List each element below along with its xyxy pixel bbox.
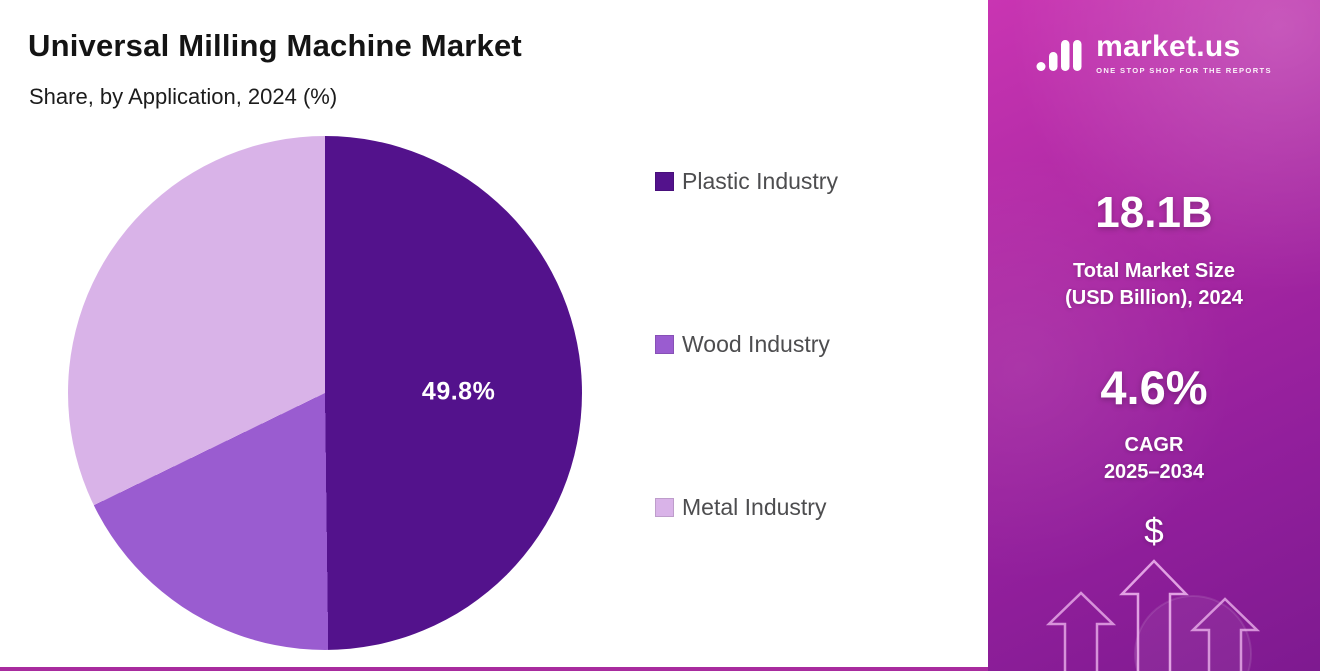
cagr-label-line2: 2025–2034 bbox=[1103, 461, 1205, 483]
legend-label-plastic: Plastic Industry bbox=[682, 168, 838, 194]
market-size-value: 18.1B bbox=[1095, 188, 1213, 237]
chart-subtitle: Share, by Application, 2024 (%) bbox=[29, 84, 338, 109]
dollar-icon: $ bbox=[1144, 512, 1164, 551]
legend-label-wood: Wood Industry bbox=[682, 331, 830, 357]
bottom-border bbox=[0, 667, 988, 671]
legend-item-metal: Metal Industry bbox=[655, 494, 838, 521]
brand-tagline: ONE STOP SHOP FOR THE REPORTS bbox=[1096, 66, 1272, 75]
pie-chart: 49.8% bbox=[68, 136, 582, 650]
legend-label-metal: Metal Industry bbox=[682, 494, 827, 520]
marketus-logo-icon bbox=[1036, 39, 1082, 71]
brand-logo-text: market.us ONE STOP SHOP FOR THE REPORTS bbox=[1096, 30, 1272, 76]
cagr-value: 4.6% bbox=[1100, 361, 1208, 414]
growth-arrows-icon bbox=[1045, 559, 1261, 671]
legend: Plastic Industry Wood Industry Metal Ind… bbox=[655, 168, 838, 521]
legend-item-plastic: Plastic Industry bbox=[655, 168, 838, 195]
legend-item-wood: Wood Industry bbox=[655, 331, 838, 358]
pie-slice-label: 49.8% bbox=[421, 377, 496, 406]
market-size-label-line2: (USD Billion), 2024 bbox=[1065, 287, 1243, 309]
cagr-label: CAGR 2025–2034 bbox=[988, 432, 1320, 486]
page-title: Universal Milling Machine Market bbox=[28, 28, 522, 63]
chart-area: Universal Milling Machine Market Share, … bbox=[0, 28, 988, 671]
brand-name: market.us bbox=[1096, 30, 1241, 63]
pie bbox=[68, 136, 582, 650]
market-size-label-line1: Total Market Size bbox=[1073, 260, 1235, 282]
legend-swatch-plastic-icon bbox=[655, 172, 674, 191]
legend-swatch-wood-icon bbox=[655, 335, 674, 354]
brand-panel: market.us ONE STOP SHOP FOR THE REPORTS … bbox=[988, 0, 1320, 671]
brand-logo: market.us ONE STOP SHOP FOR THE REPORTS bbox=[988, 32, 1320, 75]
market-size-label: Total Market Size (USD Billion), 2024 bbox=[988, 258, 1320, 312]
legend-swatch-metal-icon bbox=[655, 498, 674, 517]
cagr-label-line1: CAGR bbox=[1124, 434, 1184, 456]
